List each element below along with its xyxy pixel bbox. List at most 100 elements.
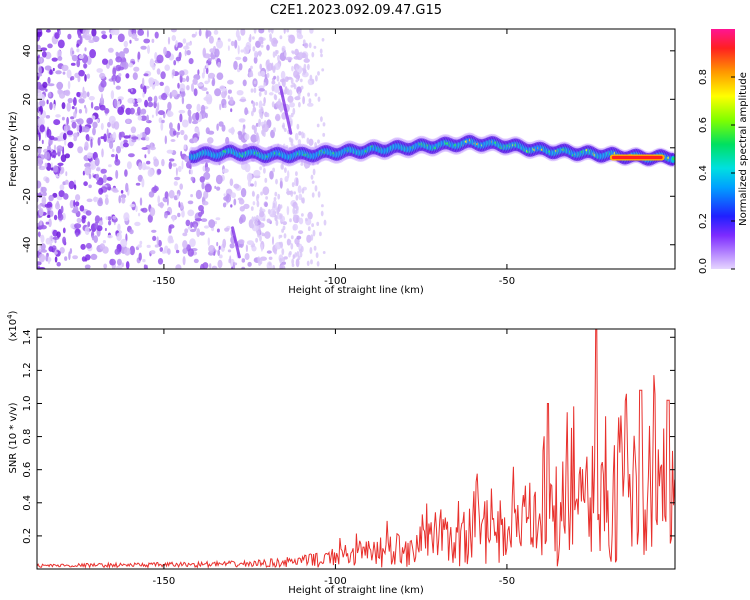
- spectrogram-noise-dot: [190, 169, 193, 175]
- colorbar-tick-label: 0.8: [698, 69, 709, 85]
- spectrogram-noise-dot: [268, 262, 272, 266]
- spectrogram-noise-dot: [130, 126, 137, 134]
- spectrogram-noise-dot: [157, 168, 162, 175]
- spectrogram-noise-dot: [167, 248, 171, 255]
- spectrogram-noise-dot: [186, 85, 190, 91]
- spectrogram-noise-dot: [288, 146, 292, 152]
- spectrogram-noise-dot: [108, 58, 114, 66]
- spectrogram-noise-dot: [156, 236, 159, 246]
- spectrogram-noise-dot: [274, 251, 277, 255]
- spectrogram-noise-dot: [47, 76, 51, 84]
- spectrogram-noise-dot: [201, 181, 205, 190]
- spectrogram-noise-dot: [78, 69, 85, 77]
- spectrogram-noise-dot: [216, 228, 220, 233]
- spectrogram-noise-dot: [251, 216, 255, 224]
- spectrogram-noise-dot: [301, 213, 304, 217]
- spectrogram-noise-dot: [230, 204, 233, 208]
- spectrogram-noise-dot: [264, 231, 271, 239]
- spectrogram-noise-dot: [112, 189, 119, 193]
- spectrogram-noise-dot: [300, 85, 304, 90]
- spectrogram-noise-dot: [140, 115, 148, 121]
- spectrogram-noise-dot: [157, 202, 165, 207]
- spectrogram-noise-dot: [147, 214, 153, 223]
- spectrogram-noise-dot: [225, 136, 230, 145]
- spectrogram-noise-dot: [73, 97, 77, 106]
- spectrogram-noise-dot: [313, 45, 317, 49]
- spectrogram-noise-dot: [301, 67, 305, 71]
- spectrogram-noise-dot: [161, 119, 165, 124]
- y-tick-label: -40: [22, 237, 33, 253]
- spectrogram-noise-dot: [61, 166, 65, 174]
- spectrogram-noise-dot: [48, 194, 54, 202]
- spectrogram-noise-dot: [130, 88, 133, 92]
- spectrogram-noise-dot: [258, 29, 265, 34]
- spectrogram-noise-dot: [278, 98, 281, 105]
- spectrogram-noise-dot: [186, 75, 190, 83]
- spectrogram-noise-dot: [250, 223, 254, 229]
- spectrogram-noise-dot: [262, 186, 270, 196]
- x-tick-label: -150: [153, 276, 176, 287]
- spectrogram-noise-dot: [37, 231, 41, 237]
- spectrogram-noise-dot: [294, 252, 298, 258]
- spectrogram-noise-dot: [277, 54, 280, 62]
- spectrogram-noise-dot: [84, 162, 91, 168]
- spectrogram-noise-dot: [314, 92, 318, 97]
- spectrogram-noise-dot: [146, 29, 149, 38]
- spectrogram-noise-dot: [51, 57, 58, 62]
- spectrogram-noise-dot: [123, 135, 130, 139]
- spectrogram-noise-dot: [128, 62, 134, 68]
- spectrogram-noise-dot: [203, 53, 211, 59]
- spectrogram-noise-dot: [169, 122, 173, 130]
- spectrogram-noise-dot: [180, 202, 184, 210]
- spectrogram-noise-dot: [107, 121, 111, 128]
- spectrogram-noise-dot: [181, 119, 189, 128]
- spectrogram-noise-dot: [311, 51, 315, 58]
- spectrogram-noise-dot: [113, 121, 120, 130]
- spectrogram-noise-dot: [293, 214, 297, 218]
- spectrogram-noise-dot: [189, 228, 196, 233]
- spectrogram-noise-dot: [172, 215, 175, 222]
- spectrogram-noise-dot: [265, 196, 268, 200]
- spectrogram-noise-dot: [284, 176, 289, 182]
- spectrogram-noise-dot: [240, 162, 248, 170]
- spectrogram-noise-dot: [132, 72, 138, 80]
- spectrogram-noise-dot: [183, 134, 188, 141]
- spectrogram-noise-dot: [37, 29, 43, 33]
- spectrogram-noise-dot: [146, 114, 150, 123]
- spectrogram-noise-dot: [112, 215, 117, 220]
- spectrogram-noise-dot: [196, 103, 201, 112]
- y-tick-label: 0: [22, 145, 33, 151]
- spectrogram-noise-dot: [283, 128, 287, 132]
- spectrogram-noise-dot: [174, 243, 179, 251]
- spectrogram-noise-dot: [263, 97, 266, 105]
- y-tick-label: 1.4: [22, 329, 33, 345]
- spectrogram-noise-dot: [44, 88, 48, 92]
- spectrogram-noise-dot: [45, 115, 51, 119]
- spectrogram-noise-dot: [100, 168, 107, 174]
- spectrogram-noise-dot: [173, 181, 178, 186]
- spectrogram-noise-dot: [219, 103, 222, 111]
- spectrogram-noise-dot: [46, 99, 49, 105]
- spectrogram-noise-dot: [176, 131, 179, 138]
- spectrogram-noise-dot: [286, 205, 290, 216]
- spectrogram-noise-dot: [229, 255, 232, 264]
- spectrogram-noise-dot: [193, 88, 198, 97]
- spectrogram-noise-dot: [197, 211, 203, 217]
- spectrogram-noise-dot: [306, 234, 312, 243]
- spectrogram-noise-dot: [55, 114, 61, 118]
- spectrogram-noise-dot: [209, 48, 216, 53]
- spectrogram-noise-dot: [99, 72, 106, 79]
- spectrogram-noise-dot: [57, 39, 65, 49]
- spectrogram-noise-dot: [126, 119, 130, 124]
- spectrogram-noise-dot: [164, 212, 168, 219]
- spectrogram-noise-dot: [38, 111, 41, 117]
- spectrogram-noise-dot: [271, 80, 276, 85]
- spectrogram-noise-dot: [75, 232, 79, 237]
- spectrogram-noise-dot: [44, 162, 48, 168]
- spectrogram-noise-dot: [184, 228, 189, 234]
- spectrogram-noise-dot: [144, 99, 149, 108]
- spectrogram-noise-dot: [187, 42, 192, 46]
- spectrogram-noise-dot: [67, 141, 74, 149]
- spectrogram-streak: [231, 226, 241, 259]
- spectrogram-noise-dot: [208, 219, 216, 229]
